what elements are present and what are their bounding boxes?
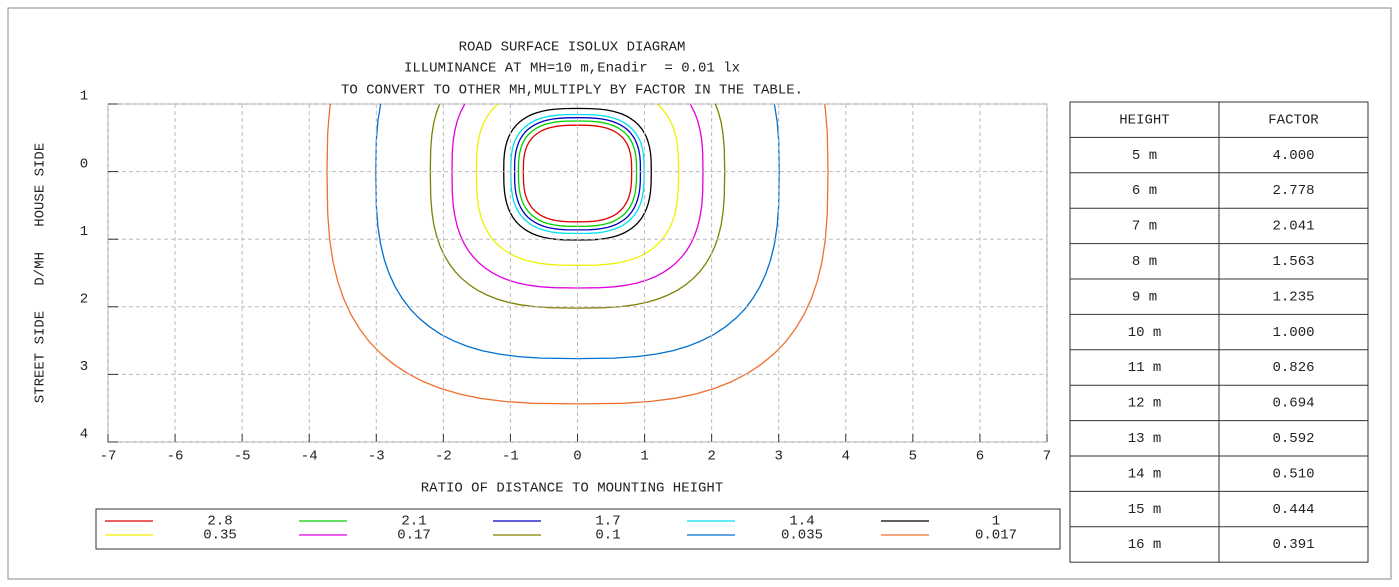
table-cell: 6 m (1132, 183, 1157, 199)
x-tick-label: -6 (167, 449, 184, 465)
x-tick-label: 3 (775, 449, 783, 465)
table-cell: 12 m (1128, 396, 1162, 412)
table-cell: 2.041 (1272, 219, 1314, 235)
y-tick-label: 0 (80, 156, 88, 172)
x-tick-label: 7 (1043, 449, 1051, 465)
x-tick-label: 4 (842, 449, 850, 465)
y-axis-label: STREET SIDE D/MH HOUSE SIDE (33, 143, 49, 403)
y-tick-label: 1 (80, 89, 88, 105)
legend-label: 2.1 (401, 514, 426, 530)
y-tick-label: 4 (80, 427, 88, 443)
table-cell: 7 m (1132, 219, 1157, 235)
x-tick-label: -4 (301, 449, 318, 465)
x-tick-label: 0 (573, 449, 581, 465)
table-cell: 14 m (1128, 466, 1162, 482)
chart-title: TO CONVERT TO OTHER MH,MULTIPLY BY FACTO… (341, 83, 803, 99)
x-tick-label: 1 (640, 449, 648, 465)
x-tick-label: 2 (707, 449, 715, 465)
table-cell: 1.000 (1272, 325, 1314, 341)
table-cell: 0.444 (1272, 502, 1314, 518)
x-tick-label: 6 (976, 449, 984, 465)
legend-label: 0.1 (595, 528, 620, 544)
x-axis-label: RATIO OF DISTANCE TO MOUNTING HEIGHT (421, 481, 723, 497)
legend-label: 0.35 (203, 528, 237, 544)
legend-label: 0.17 (397, 528, 431, 544)
table-cell: 10 m (1128, 325, 1162, 341)
legend-label: 0.035 (781, 528, 823, 544)
table-cell: 0.694 (1272, 396, 1314, 412)
x-tick-label: -2 (435, 449, 452, 465)
table-cell: 13 m (1128, 431, 1162, 447)
table-cell: 0.391 (1272, 537, 1314, 553)
table-cell: 9 m (1132, 289, 1157, 305)
table-cell: 15 m (1128, 502, 1162, 518)
y-tick-label: 1 (80, 224, 88, 240)
isolux-contour (475, 104, 680, 266)
frame (7, 7, 1392, 580)
legend-label: 0.017 (975, 528, 1017, 544)
y-tick-label: 2 (80, 292, 88, 308)
legend-label: 1.7 (595, 514, 620, 530)
x-tick-label: -3 (368, 449, 385, 465)
table-cell: 0.510 (1272, 466, 1314, 482)
legend-label: 1.4 (789, 514, 814, 530)
chart-title: ILLUMINANCE AT MH=10 m,Enadir = 0.01 lx (404, 61, 740, 77)
table-cell: 5 m (1132, 148, 1157, 164)
table-cell: 1.235 (1272, 289, 1314, 305)
legend-label: 2.8 (207, 514, 232, 530)
legend-label: 1 (992, 514, 1000, 530)
x-tick-label: -1 (502, 449, 519, 465)
table-cell: 11 m (1128, 360, 1162, 376)
isolux-contour (517, 120, 638, 228)
y-tick-label: 3 (80, 359, 88, 375)
legend (95, 508, 1061, 550)
table-header: HEIGHT (1119, 112, 1169, 128)
x-tick-label: 5 (909, 449, 917, 465)
x-tick-label: -7 (100, 449, 117, 465)
table-header: FACTOR (1268, 112, 1319, 128)
x-tick-label: -5 (234, 449, 251, 465)
table-cell: 4.000 (1272, 148, 1314, 164)
table-cell: 16 m (1128, 537, 1162, 553)
table-cell: 2.778 (1272, 183, 1314, 199)
table-cell: 0.592 (1272, 431, 1314, 447)
table-cell: 1.563 (1272, 254, 1314, 270)
table-cell: 8 m (1132, 254, 1157, 270)
chart-title: ROAD SURFACE ISOLUX DIAGRAM (459, 40, 686, 56)
table-cell: 0.826 (1272, 360, 1314, 376)
